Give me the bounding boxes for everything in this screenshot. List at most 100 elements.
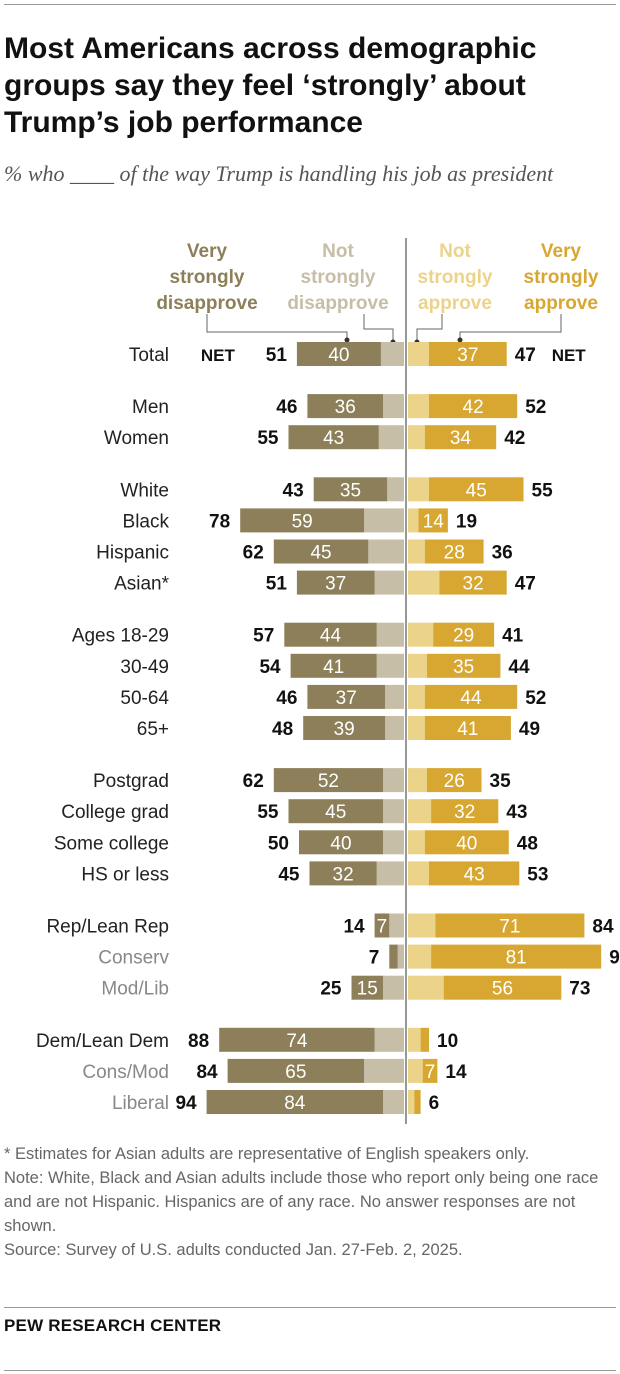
bar-very-strongly-disapprove [296,342,381,366]
category-label: Rep/Lean Rep [46,917,169,938]
category-label: Conserv [98,948,169,969]
bar-not-strongly-disapprove [378,425,404,450]
row-cons-mod: Cons/Mod 65 84 7 14 [82,1058,467,1083]
label-net-disapprove: 14 [343,917,365,938]
label-net-disapprove: 62 [243,543,264,564]
legend-not-strongly-approve-line-2: approve [418,293,492,314]
label-net-disapprove: 54 [259,657,281,678]
bar-not-strongly-approve [408,799,432,824]
legend-bracket-not-approve [416,314,443,342]
row-men: Men 36 46 42 52 [132,394,546,419]
bar-very-strongly-approve [433,622,495,647]
label-net-disapprove: 51 [266,345,288,366]
bar-not-strongly-approve [408,861,429,886]
bar-not-strongly-disapprove [383,394,404,419]
category-label: Black [123,511,170,532]
row-65: 65+ 39 48 41 49 [137,716,540,740]
label-net-approve: 47 [515,345,536,366]
bar-very-strongly-disapprove [307,394,383,419]
legend: Very strongly disapprove Not strongly disappr… [156,241,599,345]
category-label: 50-64 [120,688,169,709]
row-hs-or-less: HS or less 32 45 43 53 [81,861,548,886]
row-rep-lean-rep: Rep/Lean Rep 7 14 71 84 [46,913,614,938]
category-label: Dem/Lean Dem [36,1031,169,1052]
label-net-approve: 42 [504,428,525,449]
legend-dot-very-approve [457,337,463,343]
bar-not-strongly-approve [408,716,425,740]
label-net-approve: 53 [527,864,548,885]
label-very-strongly-approve: 35 [453,657,474,678]
legend-not-strongly-disapprove-line-0: Not [322,241,354,262]
label-very-strongly-approve: 40 [456,833,477,854]
label-very-strongly-disapprove: 36 [335,397,356,418]
label-very-strongly-disapprove: 65 [285,1062,306,1083]
net-label-approve: NET [552,346,587,365]
bar-very-strongly-approve [418,508,448,533]
bar-very-strongly-disapprove [273,768,383,793]
label-net-disapprove: 48 [272,719,293,740]
label-net-approve: 41 [502,626,524,647]
bar-very-strongly-approve [439,570,507,595]
label-net-approve: 52 [525,688,546,709]
row-ages-18-29: Ages 18-29 44 57 29 41 [72,622,524,647]
category-label: Mod/Lib [101,979,169,1000]
label-very-strongly-approve: 37 [457,345,478,366]
category-label: Total [129,345,169,366]
label-very-strongly-disapprove: 43 [323,428,344,449]
label-net-disapprove: 51 [266,574,288,595]
bar-not-strongly-approve [408,913,436,938]
legend-bracket-very-disapprove [206,314,348,340]
label-very-strongly-approve: 34 [450,428,472,449]
bar-very-strongly-disapprove [273,539,369,564]
row-conserv: Conserv 7 81 92 [98,944,620,969]
label-very-strongly-approve: 43 [464,864,485,885]
label-net-approve: 92 [609,948,620,969]
row-postgrad: Postgrad 52 62 26 35 [93,768,511,793]
bar-not-strongly-disapprove [383,830,404,855]
label-very-strongly-disapprove: 44 [320,626,342,647]
category-label: Men [132,397,169,418]
label-net-disapprove: 45 [278,864,300,885]
bar-not-strongly-approve [408,539,425,564]
label-very-strongly-approve: 42 [463,397,484,418]
label-very-strongly-approve: 45 [466,480,487,501]
label-very-strongly-disapprove: 15 [357,979,378,1000]
label-net-approve: 6 [429,1093,440,1114]
legend-not-strongly-approve-line-1: strongly [418,267,493,288]
label-very-strongly-approve: 14 [423,511,445,532]
label-very-strongly-disapprove: 37 [336,688,357,709]
label-very-strongly-approve: 32 [454,802,475,823]
label-very-strongly-disapprove: 7 [377,917,388,938]
label-net-disapprove: 25 [320,979,342,1000]
label-net-disapprove: 7 [369,948,380,969]
legend-not-strongly-approve-line-0: Not [439,241,471,262]
label-net-approve: 84 [592,917,614,938]
category-label: Hispanic [96,543,169,564]
bar-very-strongly-approve [420,1027,429,1052]
row-30-49: 30-49 41 54 35 44 [120,653,530,678]
row-asian: Asian* 37 51 32 47 [114,570,536,595]
row-liberal: Liberal 84 94 6 [112,1090,439,1114]
label-net-approve: 43 [506,802,527,823]
bar-not-strongly-disapprove [383,1090,404,1114]
bar-not-strongly-disapprove [376,622,404,647]
bar-not-strongly-approve [408,975,444,1000]
label-net-approve: 47 [515,574,536,595]
row-dem-lean-dem: Dem/Lean Dem 74 88 10 [36,1027,458,1052]
row-women: Women 43 55 34 42 [104,425,525,450]
bar-very-strongly-approve [429,861,520,886]
bar-very-strongly-approve [435,913,585,938]
label-very-strongly-disapprove: 45 [325,802,346,823]
label-very-strongly-disapprove: 32 [333,864,354,885]
bar-not-strongly-approve [408,477,429,502]
legend-bracket-very-approve [459,314,562,340]
label-very-strongly-approve: 44 [460,688,482,709]
bar-not-strongly-approve [408,1027,421,1052]
bar-very-strongly-disapprove [313,477,388,502]
bar-not-strongly-disapprove [387,477,404,502]
bar-very-strongly-approve [424,716,511,740]
label-very-strongly-approve: 81 [506,948,527,969]
label-very-strongly-disapprove: 84 [284,1093,306,1114]
label-net-approve: 10 [437,1031,458,1052]
label-very-strongly-approve: 71 [499,917,520,938]
